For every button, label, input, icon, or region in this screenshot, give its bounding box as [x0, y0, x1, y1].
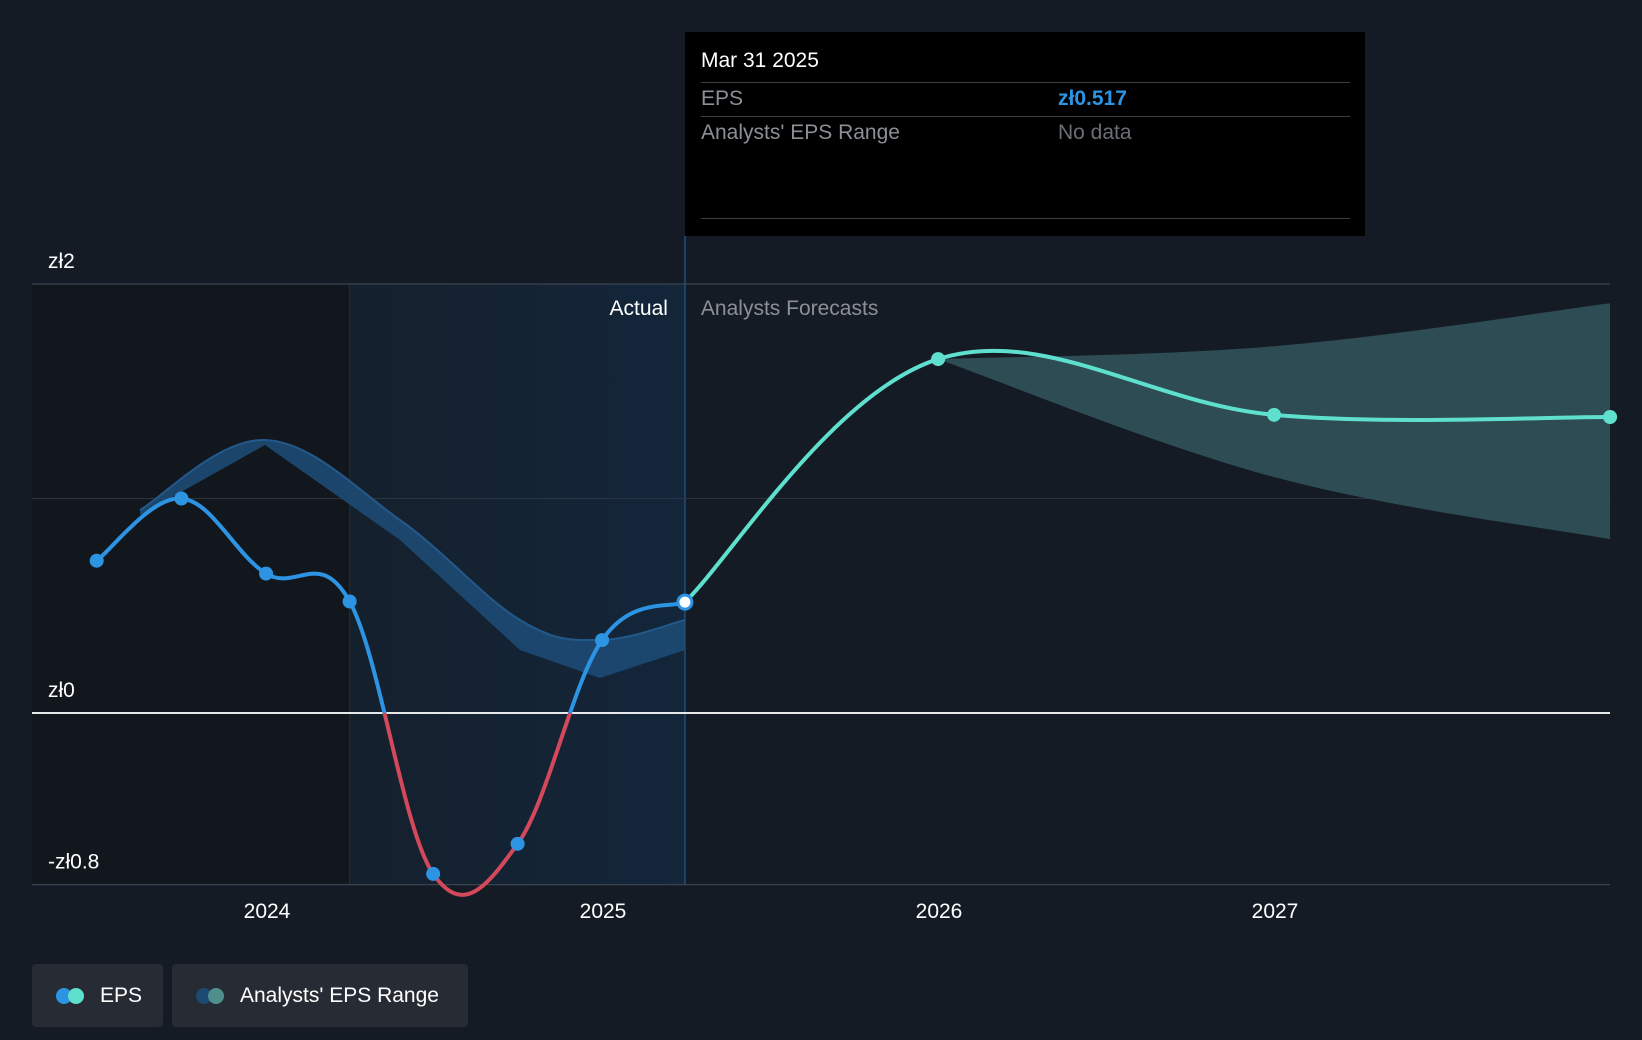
- tooltip-eps-label: EPS: [701, 87, 744, 110]
- y-tick-label: zł2: [48, 250, 75, 273]
- eps-point: [89, 553, 104, 568]
- x-tick-label: 2027: [1252, 900, 1299, 923]
- forecast-label: Analysts Forecasts: [701, 297, 878, 320]
- eps-forecast-point: [931, 352, 946, 367]
- legend-range-button[interactable]: Analysts' EPS Range: [172, 964, 468, 1027]
- past-estimate-band: [140, 439, 685, 678]
- eps-point: [342, 594, 357, 609]
- tooltip-range-value: No data: [1058, 121, 1132, 144]
- tooltip-range-row: Analysts' EPS Range No data: [701, 116, 1350, 151]
- legend-range-label: Analysts' EPS Range: [240, 983, 439, 1007]
- eps-forecast-line: [683, 348, 1611, 604]
- tooltip: Mar 31 2025 EPS zł0.517 Analysts' EPS Ra…: [685, 32, 1365, 236]
- eps-line-positive: [94, 496, 687, 713]
- tooltip-range-label: Analysts' EPS Range: [701, 121, 900, 144]
- x-tick-label: 2025: [580, 900, 627, 923]
- legend-eps-swatch: [56, 987, 86, 1004]
- eps-point: [595, 633, 610, 648]
- tooltip-eps-value: zł0.517: [1058, 87, 1127, 110]
- eps-forecast-point: [1267, 407, 1282, 422]
- eps-point: [426, 866, 441, 881]
- eps-point: [510, 836, 525, 851]
- x-tick-label: 2026: [916, 900, 963, 923]
- legend-eps-label: EPS: [100, 983, 143, 1007]
- y-tick-label: zł0: [48, 679, 75, 702]
- tooltip-date: Mar 31 2025: [701, 49, 819, 72]
- tooltip-eps-row: EPS zł0.517: [701, 82, 1350, 117]
- actual-label: Actual: [610, 297, 668, 320]
- eps-point: [259, 566, 274, 581]
- x-tick-label: 2024: [244, 900, 291, 923]
- legend-range-swatch: [196, 987, 226, 1004]
- eps-point: [676, 593, 694, 611]
- eps-line-negative: [382, 713, 573, 897]
- eps-point: [174, 491, 189, 506]
- eps-forecast-point: [1603, 409, 1618, 424]
- y-tick-label: -zł0.8: [48, 851, 99, 874]
- actual-region: [349, 284, 685, 884]
- legend-eps-button[interactable]: EPS: [32, 964, 163, 1027]
- tooltip-divider: [701, 218, 1350, 219]
- past-region: [32, 284, 350, 884]
